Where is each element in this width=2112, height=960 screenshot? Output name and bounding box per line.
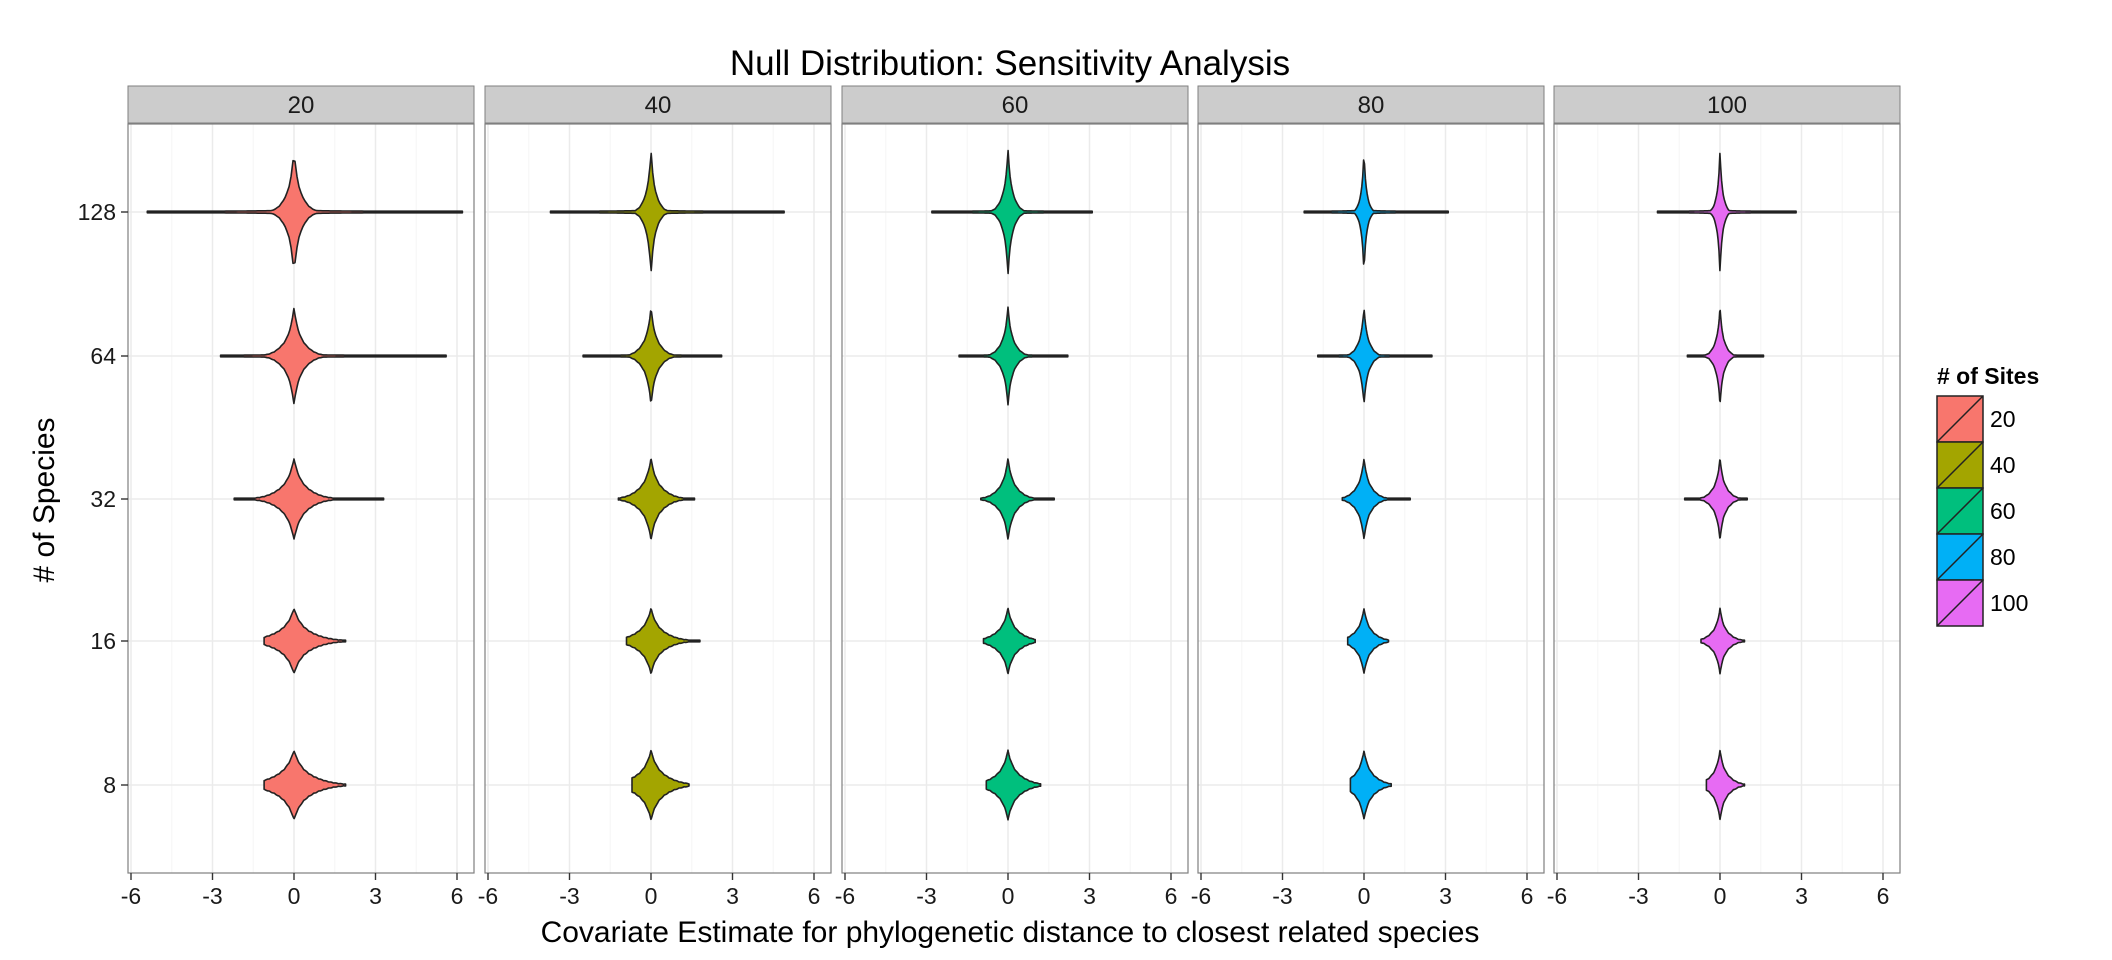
facet-strip-label: 100 [1707, 92, 1747, 119]
y-tick-label: 32 [90, 486, 116, 512]
y-tick-label: 16 [90, 628, 116, 654]
legend: # of Sites 20 40 60 80 100 [1936, 363, 2039, 627]
legend-label: 80 [1990, 544, 2016, 570]
y-tick-label: 8 [103, 772, 116, 798]
x-tick-label: 6 [1165, 883, 1178, 909]
legend-label: 40 [1990, 452, 2016, 478]
violin-80-8 [1349, 750, 1392, 820]
x-tick-label: 3 [1439, 883, 1452, 909]
x-tick-label: 6 [451, 883, 464, 909]
panel-border [484, 123, 832, 874]
legend-item-20: 20 [1936, 395, 2016, 443]
violin-80-128 [1303, 159, 1449, 265]
legend-key-slash [1936, 533, 1984, 581]
violin-40-32 [617, 458, 696, 540]
legend-key-slash [1936, 487, 1984, 535]
facet-strip-label: 40 [645, 92, 672, 119]
x-tick-label: -3 [202, 883, 222, 909]
violin-20-8 [263, 750, 347, 820]
facet-strip [484, 85, 832, 124]
facet-strip [841, 85, 1189, 124]
facet-strip [1197, 85, 1545, 124]
legend-label: 20 [1990, 406, 2016, 432]
violin-20-32 [233, 458, 385, 540]
legend-label: 100 [1990, 590, 2028, 616]
violin-60-128 [931, 149, 1093, 275]
violin-60-8 [985, 749, 1042, 821]
panel-40: 40 -6 -3 0 3 6 [478, 85, 832, 909]
legend-item-80: 80 [1936, 533, 2016, 581]
x-tick-label: -3 [559, 883, 579, 909]
legend-item-100: 100 [1936, 579, 2028, 627]
panel-20: 20 -6 -3 0 3 6 [121, 85, 475, 909]
facet-strip-label: 60 [1002, 92, 1029, 119]
facet-strip [127, 85, 475, 124]
y-tick-label: 64 [90, 343, 116, 369]
x-tick-label: -6 [1547, 883, 1567, 909]
violin-80-32 [1341, 458, 1411, 540]
x-tick-label: 0 [645, 883, 658, 909]
facet-strip-label: 20 [288, 92, 315, 119]
x-tick-label: -6 [835, 883, 855, 909]
x-tick-label: -3 [916, 883, 936, 909]
x-axis-title: Covariate Estimate for phylogenetic dist… [541, 916, 1480, 949]
x-tick-label: 3 [369, 883, 382, 909]
chart-title: Null Distribution: Sensitivity Analysis [730, 44, 1290, 83]
facet-strip-label: 80 [1358, 92, 1385, 119]
violin-20-128 [146, 159, 464, 265]
x-tick-label: 3 [1083, 883, 1096, 909]
violin-40-16 [625, 608, 701, 674]
facet-panels: 20-6 -3 0 3 640-6 -3 0 3 660-6 -3 0 3 680-6 -3 0 3 6100-… [121, 85, 1901, 909]
y-tick-label: 128 [78, 199, 116, 225]
violin-100-64 [1686, 309, 1765, 403]
panel-60: 60 -6 -3 0 3 6 [835, 85, 1189, 909]
legend-label: 60 [1990, 498, 2016, 524]
violin-80-64 [1317, 309, 1433, 403]
legend-title: # of Sites [1937, 363, 2039, 389]
violin-20-16 [263, 608, 347, 674]
violin-100-128 [1656, 152, 1797, 272]
legend-item-60: 60 [1936, 487, 2016, 535]
y-axis-title: # of Species [28, 417, 61, 582]
violin-40-128 [549, 152, 785, 272]
x-tick-label: 6 [808, 883, 821, 909]
x-tick-label: 0 [1358, 883, 1371, 909]
violin-60-32 [980, 458, 1055, 540]
violin-20-64 [219, 307, 447, 405]
x-tick-label: -3 [1272, 883, 1292, 909]
violin-40-64 [582, 310, 723, 402]
violin-40-8 [631, 749, 690, 821]
x-tick-label: -6 [478, 883, 498, 909]
legend-key-slash [1936, 579, 1984, 627]
x-tick-label: 0 [1714, 883, 1727, 909]
x-tick-label: 3 [1795, 883, 1808, 909]
panel-border [1553, 123, 1901, 874]
violin-100-32 [1683, 459, 1748, 539]
violin-60-64 [958, 306, 1069, 406]
x-tick-label: -6 [121, 883, 141, 909]
x-tick-label: 6 [1521, 883, 1534, 909]
x-tick-label: -6 [1191, 883, 1211, 909]
panel-border [841, 123, 1189, 874]
x-tick-label: 0 [288, 883, 301, 909]
x-tick-label: 6 [1877, 883, 1890, 909]
violin-100-16 [1700, 607, 1746, 675]
legend-key-slash [1936, 395, 1984, 443]
x-tick-label: 3 [726, 883, 739, 909]
legend-key-slash [1936, 441, 1984, 489]
violin-100-8 [1705, 749, 1746, 821]
panel-border [1197, 123, 1545, 874]
facet-strip [1553, 85, 1901, 124]
x-tick-label: 0 [1002, 883, 1015, 909]
panel-80: 80 -6 -3 0 3 6 [1191, 85, 1545, 909]
legend-item-40: 40 [1936, 441, 2016, 489]
violin-80-16 [1346, 608, 1390, 674]
x-tick-label: -3 [1628, 883, 1648, 909]
y-axis: 8 16 32 64 128 [78, 199, 128, 798]
panel-100: 100 -6 -3 0 3 6 [1547, 85, 1901, 909]
violin-60-16 [982, 607, 1036, 675]
